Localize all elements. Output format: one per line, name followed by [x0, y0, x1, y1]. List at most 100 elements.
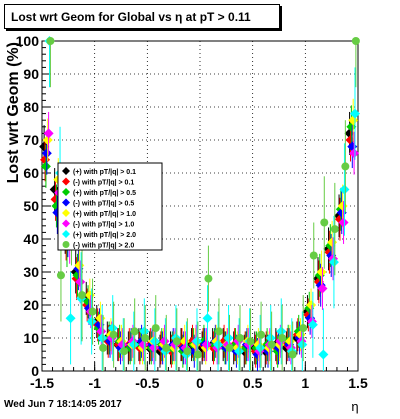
data-point [309, 251, 318, 260]
y-tick-label: 40 [23, 231, 39, 247]
legend-label: (+) with pT/|q| > 0.5 [73, 190, 136, 197]
legend-label: (+) with pT/|q| > 0.1 [73, 169, 136, 176]
data-point [255, 342, 266, 353]
data-point [172, 337, 181, 346]
data-point [320, 218, 329, 227]
data-point [40, 161, 51, 172]
data-point [42, 135, 53, 145]
legend-marker [62, 241, 70, 248]
data-point [109, 330, 118, 339]
data-point [318, 349, 329, 360]
data-point [202, 313, 213, 324]
data-point [297, 339, 308, 350]
y-tick-label: 50 [23, 198, 39, 214]
legend-label: (-) with pT/|q| > 0.1 [73, 180, 134, 187]
data-point [191, 336, 202, 347]
y-axis-label: Lost wrt Geom (%) [5, 42, 22, 183]
y-tick-label: 10 [23, 330, 39, 346]
y-tick-label: 30 [23, 264, 39, 280]
data-point [99, 343, 108, 352]
x-tick-label: -1.5 [30, 375, 54, 391]
data-point [141, 334, 150, 342]
data-point [306, 300, 317, 310]
data-point [193, 350, 202, 359]
data-point [267, 340, 276, 349]
data-point [225, 343, 234, 352]
data-point [223, 333, 234, 343]
data-point [117, 339, 128, 350]
data-point [183, 347, 192, 356]
data-point [162, 343, 171, 352]
data-point [46, 37, 55, 45]
data-point [299, 324, 308, 333]
data-point [307, 319, 318, 330]
data-point [151, 324, 160, 333]
data-point [257, 330, 266, 339]
legend-marker [62, 198, 70, 207]
legend-label: (-) with pT/|q| > 2.0 [73, 243, 134, 250]
data-point [128, 339, 139, 350]
data-point [130, 327, 139, 336]
x-tick-label: -0.5 [135, 375, 159, 391]
data-point [236, 334, 245, 342]
data-point [78, 291, 87, 300]
data-point [159, 336, 170, 347]
data-point [351, 37, 360, 45]
data-point [288, 350, 297, 359]
x-tick-label: 1 [301, 375, 309, 391]
y-tick-label: 90 [23, 66, 39, 82]
x-tick-label: -1 [88, 375, 101, 391]
legend-marker [62, 230, 70, 238]
legend-label: (-) with pT/|q| > 0.5 [73, 201, 134, 208]
data-point [349, 108, 360, 119]
data-point [349, 148, 360, 159]
y-tick-label: 70 [23, 132, 39, 148]
data-point [120, 347, 129, 356]
data-point [97, 333, 108, 343]
data-point [86, 316, 97, 327]
data-point [341, 162, 350, 171]
data-point [328, 257, 339, 268]
y-tick-label: 0 [31, 363, 39, 379]
data-point [139, 326, 150, 337]
data-point [246, 337, 255, 346]
legend-marker [62, 177, 70, 186]
data-point [234, 346, 245, 357]
legend-label: (+) with pT/|q| > 2.0 [73, 232, 136, 239]
chart-title: Lost wrt Geom for Global vs η at pT > 0.… [4, 4, 280, 29]
data-point [276, 326, 287, 337]
data-point [148, 342, 159, 353]
chart-title-text: Lost wrt Geom for Global vs η at pT > 0.… [11, 9, 251, 24]
data-point [213, 339, 224, 350]
legend-marker [62, 167, 70, 175]
data-point [88, 307, 97, 316]
legend-marker [62, 219, 70, 228]
data-point [75, 276, 86, 287]
data-point [138, 339, 149, 350]
data-point [43, 128, 54, 139]
data-point [265, 333, 276, 343]
data-point [107, 323, 118, 334]
data-point [56, 271, 65, 280]
legend-label: (+) with pT/|q| > 1.0 [73, 211, 136, 218]
data-point [41, 148, 52, 159]
x-tick-label: 1.5 [348, 375, 368, 391]
y-tick-label: 20 [23, 297, 39, 313]
timestamp: Wed Jun 7 18:14:05 2017 [4, 399, 122, 410]
data-point [330, 225, 339, 234]
data-point [278, 334, 287, 342]
data-point [339, 184, 350, 195]
legend-marker [62, 209, 70, 217]
data-point [338, 217, 349, 228]
data-point [149, 336, 160, 347]
y-tick-label: 100 [16, 33, 40, 49]
legend-marker [62, 188, 70, 196]
legend-label: (-) with pT/|q| > 1.0 [73, 222, 134, 229]
data-point [201, 339, 212, 350]
x-tick-label: 0.5 [243, 375, 263, 391]
legend-box [57, 162, 163, 251]
x-axis-label: η [351, 399, 358, 414]
data-point [204, 274, 213, 283]
